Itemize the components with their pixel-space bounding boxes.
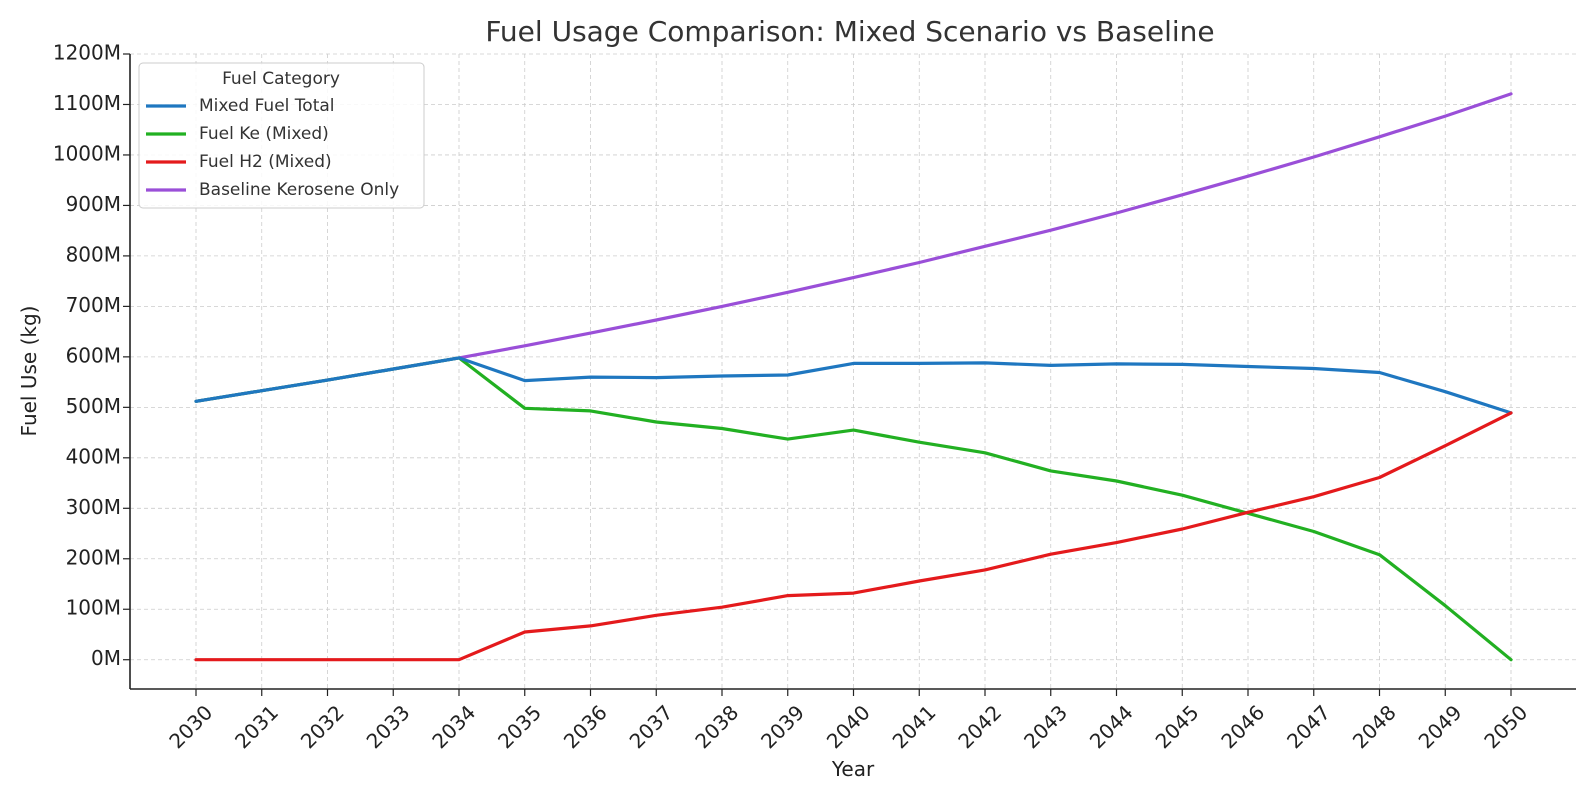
x-tick-label: 2032 — [296, 700, 349, 753]
y-tick-label: 1100M — [53, 91, 121, 115]
legend-label: Fuel Ke (Mixed) — [199, 124, 329, 144]
legend-label: Baseline Kerosene Only — [199, 180, 399, 200]
y-tick-label: 500M — [66, 394, 121, 418]
x-tick-label: 2035 — [493, 700, 546, 753]
y-tick-label: 800M — [66, 242, 121, 266]
x-tick-label: 2042 — [953, 700, 1006, 753]
y-tick-label: 300M — [66, 495, 121, 519]
y-tick-label: 200M — [66, 545, 121, 569]
y-tick-label: 100M — [66, 596, 121, 620]
x-axis-title: Year — [831, 757, 875, 781]
legend-title: Fuel Category — [222, 69, 340, 89]
y-tick-label: 900M — [66, 192, 121, 216]
series-line-fuel-h2-mixed — [194, 411, 1513, 662]
y-tick-label: 1000M — [53, 141, 121, 165]
x-tick-label: 2040 — [822, 700, 875, 753]
legend-label: Fuel H2 (Mixed) — [199, 152, 332, 172]
y-ticks: 0M 100M 200M 300M 400M 500M 600M 700M 800M 900M 10… — [53, 41, 130, 670]
x-tick-label: 2034 — [427, 700, 480, 753]
x-tick-label: 2039 — [756, 700, 809, 753]
x-tick-label: 2041 — [888, 700, 941, 753]
x-tick-label: 2033 — [362, 700, 415, 753]
x-tick-label: 2049 — [1414, 700, 1467, 753]
series-line-mixed-fuel-total — [194, 356, 1513, 415]
x-tick-label: 2044 — [1085, 700, 1138, 753]
x-tick-label: 2050 — [1479, 700, 1532, 753]
legend: Fuel Category Mixed Fuel Total Fuel Ke (M… — [138, 62, 425, 209]
legend-label: Mixed Fuel Total — [199, 96, 335, 116]
x-tick-label: 2036 — [559, 700, 612, 753]
x-ticks: 2030 2031 2032 2033 2034 2035 2036 2037 2038 2039… — [164, 689, 1532, 753]
x-tick-label: 2046 — [1216, 700, 1269, 753]
x-tick-label: 2038 — [690, 700, 743, 753]
y-tick-label: 1200M — [53, 41, 121, 65]
y-axis-title: Fuel Use (kg) — [17, 306, 41, 437]
x-tick-label: 2031 — [230, 700, 283, 753]
series-layer — [194, 92, 1513, 662]
x-tick-label: 2047 — [1282, 700, 1335, 753]
y-tick-label: 0M — [91, 646, 121, 670]
x-tick-label: 2043 — [1019, 700, 1072, 753]
y-tick-label: 400M — [66, 444, 121, 468]
x-tick-label: 2030 — [164, 700, 217, 753]
legend-box — [138, 62, 425, 209]
legend-items: Mixed Fuel Total Fuel Ke (Mixed) Fuel H2 (… — [146, 96, 399, 200]
y-tick-label: 700M — [66, 293, 121, 317]
x-tick-label: 2048 — [1348, 700, 1401, 753]
x-tick-label: 2045 — [1151, 700, 1204, 753]
x-tick-label: 2037 — [625, 700, 678, 753]
chart-title: Fuel Usage Comparison: Mixed Scenario vs… — [485, 15, 1214, 48]
y-tick-label: 600M — [66, 343, 121, 367]
